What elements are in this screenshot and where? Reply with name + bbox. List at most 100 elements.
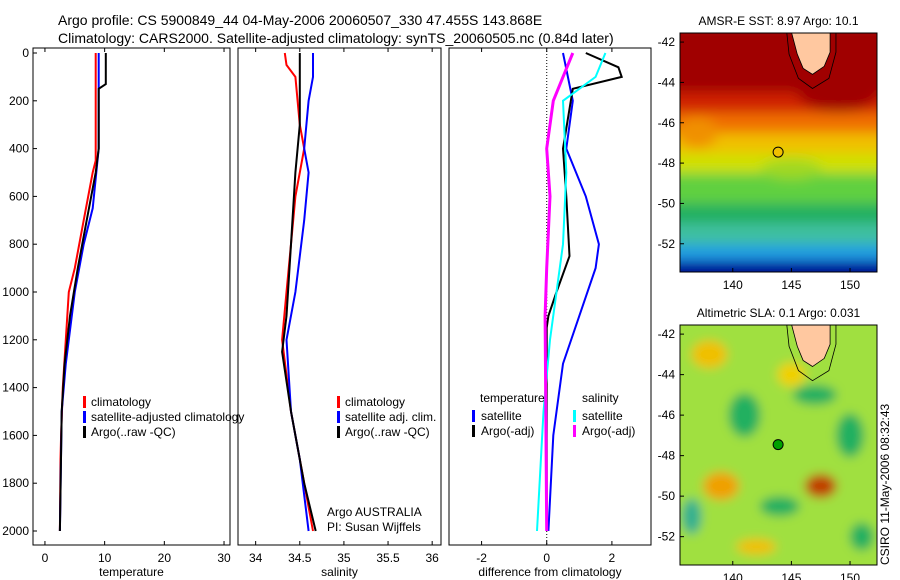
y-tick-label: 2000 (2, 524, 29, 538)
x-axis-label: temperature (99, 565, 164, 579)
y-tick-label: -50 (658, 489, 676, 503)
legend-label: Argo(..raw -QC) (345, 425, 430, 439)
legend-swatch (83, 396, 86, 408)
y-tick-label: 200 (9, 94, 29, 108)
tasmania-land (791, 33, 831, 75)
map-frame (679, 32, 878, 273)
plot-frame (32, 47, 231, 546)
y-tick-label: -52 (658, 530, 676, 544)
map-panel-1: AMSR-E SST: 8.97 Argo: 10.1 140 145 150 -42 -… (658, 14, 878, 292)
map-frame (679, 324, 878, 566)
y-tick-label: -44 (658, 368, 676, 382)
x-tick-label: 140 (723, 278, 743, 292)
x-tick-label: 145 (781, 278, 801, 292)
y-tick-label: -46 (658, 408, 676, 422)
argo-float-marker (772, 439, 784, 451)
legend-label: climatology (91, 395, 151, 409)
y-tick-label: 400 (9, 142, 29, 156)
legend-label: climatology (345, 395, 405, 409)
y-tick-label: 600 (9, 189, 29, 203)
y-tick-label: -50 (658, 196, 676, 210)
side-timestamp: CSIRO 11-May-2006 08:32:43 (878, 403, 892, 565)
x-tick-label: 0 (543, 551, 550, 565)
x-tick-label: 140 (723, 571, 743, 580)
y-tick-label: -48 (658, 449, 676, 463)
x-tick-label: 30 (217, 551, 231, 565)
x-axis-label: difference from climatology (478, 565, 621, 579)
legend-swatch (573, 425, 576, 437)
series-line-satellite-adjusted-climatology (58, 53, 100, 532)
legend-header-temperature: temperature (480, 391, 545, 405)
profile-panel-2: 34 34.5 35 35.5 36 salinity climatologysatelli… (237, 47, 442, 579)
legend-swatch (83, 411, 86, 423)
plot-frame (448, 47, 652, 546)
legend-swatch (573, 410, 576, 422)
x-tick-label: 35.5 (376, 551, 400, 565)
annotation-text: Argo AUSTRALIA (327, 505, 422, 519)
series-line-temperature-argo-adj- (545, 52, 624, 531)
y-tick-label: 1400 (2, 381, 29, 395)
profile-panel-1: 0 10 20 30 0 200 400 600 800 1000 1200 1400 1600 1800… (2, 46, 244, 579)
y-tick-label: -42 (658, 327, 676, 341)
legend-label: satellite (481, 409, 522, 423)
series-line-temperature-satellite (547, 52, 600, 532)
x-tick-label: 2 (609, 551, 616, 565)
map-field (680, 33, 877, 272)
x-tick-label: 34 (249, 551, 263, 565)
plot-frame (237, 47, 442, 546)
x-tick-label: 34.5 (288, 551, 312, 565)
x-tick-label: -2 (476, 551, 487, 565)
figure-title-line1: Argo profile: CS 5900849_44 04-May-2006 … (58, 12, 543, 28)
y-tick-label: 1800 (2, 476, 29, 490)
map-title: AMSR-E SST: 8.97 Argo: 10.1 (698, 14, 858, 28)
y-tick-label: 1200 (2, 333, 29, 347)
series-line-salinity-argo-adj- (543, 52, 575, 532)
series-line-argo-raw-qc- (281, 53, 317, 532)
legend-label: Argo(-adj) (582, 424, 635, 438)
x-tick-label: 145 (781, 571, 801, 580)
x-tick-label: 150 (840, 571, 860, 580)
x-tick-label: 35 (337, 551, 351, 565)
y-tick-label: 1600 (2, 428, 29, 442)
y-tick-label: -42 (658, 35, 676, 49)
series-line-climatology (281, 52, 314, 532)
shelf-contour (786, 33, 837, 89)
legend-swatch (472, 425, 475, 437)
y-tick-label: -48 (658, 156, 676, 170)
y-tick-label: 800 (9, 237, 29, 251)
legend-header-salinity: salinity (582, 391, 619, 405)
y-tick-label: -52 (658, 237, 676, 251)
legend-swatch (83, 426, 86, 438)
x-tick-label: 0 (42, 551, 49, 565)
tasmania-land (791, 325, 831, 368)
x-tick-label: 20 (158, 551, 172, 565)
x-axis-label: salinity (321, 565, 358, 579)
legend-swatch (337, 426, 340, 438)
map-panel-2: Altimetric SLA: 0.1 Argo: 0.031 140 145 150… (658, 306, 878, 580)
series-line-climatology (58, 53, 97, 532)
legend-label: satellite adj. clim. (345, 410, 436, 424)
legend-label: Argo(..raw -QC) (91, 425, 176, 439)
legend-swatch (337, 411, 340, 423)
figure-title-line2: Climatology: CARS2000. Satellite-adjuste… (58, 30, 614, 46)
x-tick-label: 36 (425, 551, 439, 565)
legend-swatch (337, 396, 340, 408)
x-tick-label: 10 (98, 551, 112, 565)
x-tick-label: 150 (840, 278, 860, 292)
map-title: Altimetric SLA: 0.1 Argo: 0.031 (697, 306, 861, 320)
y-tick-label: 0 (22, 46, 29, 60)
legend-label: Argo(-adj) (481, 424, 534, 438)
legend-label: satellite (582, 409, 623, 423)
argo-float-marker (772, 146, 784, 158)
annotation-text: PI: Susan Wijffels (327, 520, 421, 534)
series-line-argo-raw-qc- (58, 53, 107, 532)
y-tick-label: -44 (658, 75, 676, 89)
shelf-contour (786, 325, 837, 382)
legend-label: satellite-adjusted climatology (91, 410, 244, 424)
y-tick-label: 1000 (2, 285, 29, 299)
legend-swatch (472, 410, 475, 422)
y-tick-label: -46 (658, 116, 676, 130)
